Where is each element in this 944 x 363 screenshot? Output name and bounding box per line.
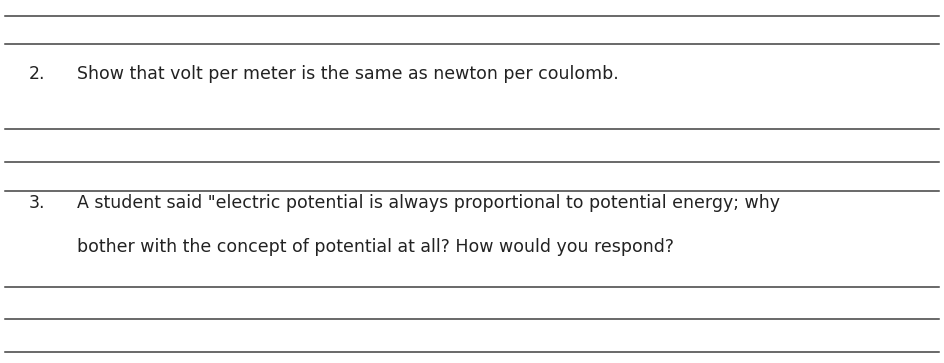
- Text: bother with the concept of potential at all? How would you respond?: bother with the concept of potential at …: [77, 238, 674, 256]
- Text: 2.: 2.: [29, 65, 45, 83]
- Text: Show that volt per meter is the same as newton per coulomb.: Show that volt per meter is the same as …: [77, 65, 619, 83]
- Text: 3.: 3.: [29, 194, 45, 212]
- Text: A student said "electric potential is always proportional to potential energy; w: A student said "electric potential is al…: [77, 194, 781, 212]
